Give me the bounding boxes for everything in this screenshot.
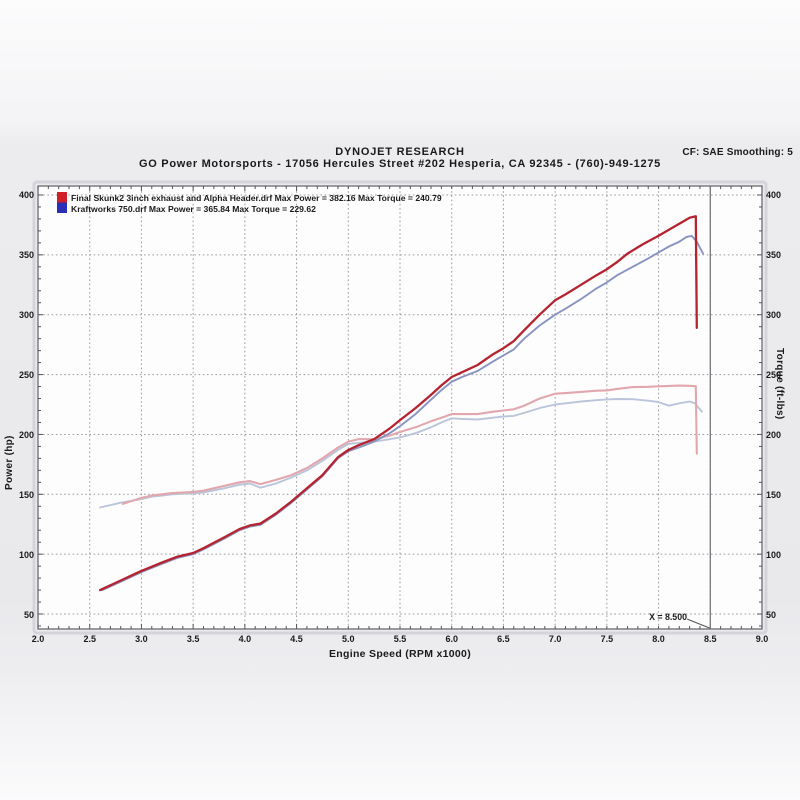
x-tick-label: 7.0 bbox=[548, 634, 562, 644]
correction-smoothing-info: CF: SAE Smoothing: 5 bbox=[682, 147, 793, 158]
power-tick-label: 50 bbox=[23, 609, 34, 620]
torque-kraftworks-curve bbox=[99, 398, 703, 509]
cursor-annotation-leader bbox=[686, 618, 710, 629]
power-tick-label: 300 bbox=[18, 310, 34, 321]
torque-tick-label: 50 bbox=[766, 609, 777, 620]
legend-entry-kraftworks: Kraftworks 750.drf Max Power = 365.84 Ma… bbox=[71, 203, 316, 214]
x-tick-label: 9.0 bbox=[755, 634, 769, 644]
x-tick-label: 3.5 bbox=[186, 634, 200, 644]
torque-tick-label: 350 bbox=[766, 250, 782, 261]
legend-swatch-red bbox=[57, 192, 67, 203]
x-tick-label: 4.0 bbox=[238, 634, 252, 644]
torque-tick-label: 200 bbox=[766, 429, 782, 440]
torque-tick-label: 400 bbox=[766, 190, 782, 201]
plot-frame bbox=[37, 185, 763, 630]
x-tick-label: 8.0 bbox=[652, 634, 665, 644]
power-tick-label: 350 bbox=[18, 250, 34, 261]
legend-swatch-blue bbox=[57, 202, 67, 213]
x-tick-label: 4.5 bbox=[290, 634, 303, 644]
power-tick-label: 250 bbox=[18, 370, 34, 381]
plot-bevel-border bbox=[32, 180, 768, 635]
x-tick-label: 8.5 bbox=[704, 634, 717, 644]
x-axis-label: Engine Speed (RPM x1000) bbox=[329, 648, 471, 660]
power-skunk2-curve bbox=[98, 215, 698, 592]
torque-tick-label: 300 bbox=[766, 310, 782, 321]
x-tick-label: 6.5 bbox=[497, 634, 510, 644]
legend-entry-skunk2: Final Skunk2 3inch exhaust and Alpha Hea… bbox=[71, 193, 442, 203]
axis-ticks bbox=[37, 186, 763, 629]
report-title: DYNOJET RESEARCH bbox=[335, 146, 465, 158]
x-tick-label: 6.0 bbox=[445, 634, 458, 644]
power-tick-label: 400 bbox=[18, 190, 34, 201]
cursor-value-label: X = 8.500 bbox=[649, 611, 687, 622]
torque-tick-label: 150 bbox=[766, 489, 782, 500]
x-tick-label: 7.5 bbox=[600, 634, 614, 644]
torque-tick-label: 100 bbox=[766, 549, 782, 560]
x-tick-label: 5.0 bbox=[342, 634, 355, 644]
gridlines bbox=[39, 187, 761, 628]
x-tick-label: 3.0 bbox=[135, 634, 148, 644]
torque-tick-label: 250 bbox=[766, 370, 782, 381]
torque-skunk2-curve bbox=[121, 384, 698, 505]
y-right-axis-label: Torque (ft-lbs) bbox=[774, 348, 785, 420]
power-tick-label: 150 bbox=[18, 489, 34, 500]
x-tick-label: 2.5 bbox=[83, 634, 96, 644]
shop-address: GO Power Motorsports - 17056 Hercules St… bbox=[139, 158, 661, 170]
data-curves bbox=[98, 215, 704, 592]
power-tick-label: 100 bbox=[18, 549, 34, 560]
x-tick-label: 2.0 bbox=[31, 634, 45, 644]
power-tick-label: 200 bbox=[18, 429, 34, 440]
x-tick-label: 5.5 bbox=[393, 634, 407, 644]
y-left-axis-label: Power (hp) bbox=[4, 435, 15, 490]
